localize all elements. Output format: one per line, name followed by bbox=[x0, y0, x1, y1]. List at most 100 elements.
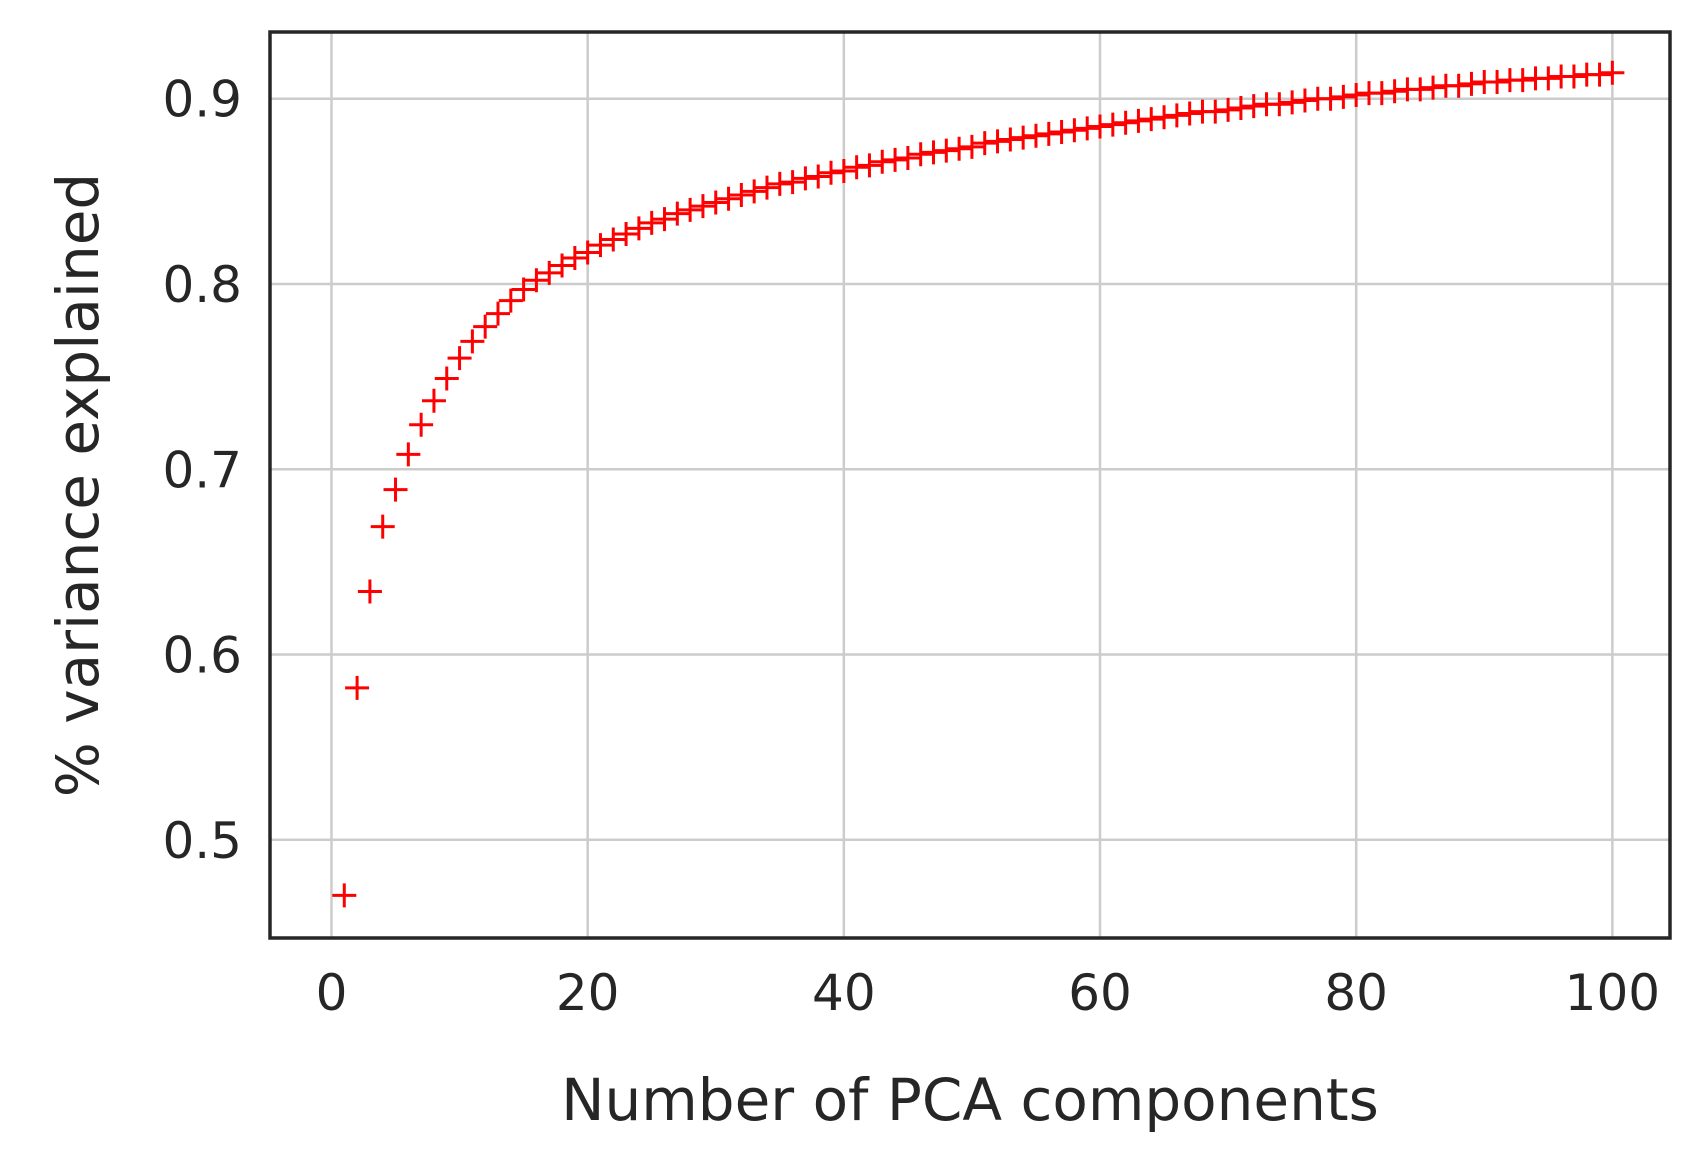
y-tick-label: 0.5 bbox=[162, 812, 242, 870]
x-tick-label: 100 bbox=[1565, 964, 1660, 1022]
data-point bbox=[985, 129, 1010, 154]
data-point bbox=[345, 675, 370, 700]
data-point bbox=[652, 207, 677, 232]
data-point bbox=[716, 186, 741, 211]
data-point bbox=[1152, 105, 1177, 130]
x-tick-label: 60 bbox=[1068, 964, 1132, 1022]
data-point bbox=[1177, 101, 1202, 126]
data-point bbox=[729, 183, 754, 208]
data-point bbox=[1369, 81, 1394, 106]
data-point bbox=[1331, 84, 1356, 109]
data-point bbox=[485, 301, 510, 326]
data-point bbox=[1587, 62, 1612, 87]
data-point bbox=[1318, 86, 1343, 111]
data-point bbox=[601, 227, 626, 252]
data-point bbox=[1382, 79, 1407, 104]
data-point bbox=[383, 477, 408, 502]
data-point bbox=[575, 240, 600, 265]
data-point bbox=[1510, 68, 1535, 93]
data-point bbox=[742, 179, 767, 204]
data-point bbox=[972, 131, 997, 156]
data-point bbox=[473, 314, 498, 339]
data-point bbox=[1485, 70, 1510, 95]
data-point bbox=[421, 388, 446, 413]
y-axis-label: % variance explained bbox=[44, 173, 112, 798]
data-point bbox=[1036, 121, 1061, 146]
data-point bbox=[998, 127, 1023, 152]
data-point bbox=[895, 145, 920, 170]
data-point bbox=[447, 346, 472, 371]
data-point bbox=[511, 277, 536, 302]
data-point bbox=[1023, 123, 1048, 148]
plot-frame bbox=[268, 30, 1672, 940]
data-point bbox=[844, 155, 869, 180]
data-point bbox=[588, 233, 613, 258]
data-point bbox=[1126, 108, 1151, 133]
data-point bbox=[1421, 75, 1446, 100]
data-markers bbox=[332, 60, 1625, 908]
data-point bbox=[754, 175, 779, 200]
x-tick-label: 80 bbox=[1324, 964, 1388, 1022]
data-point bbox=[1049, 120, 1074, 145]
data-point bbox=[1088, 114, 1113, 139]
data-point bbox=[1292, 88, 1317, 113]
y-tick-label: 0.8 bbox=[162, 256, 242, 314]
x-tick-label: 0 bbox=[316, 964, 348, 1022]
data-point bbox=[1561, 64, 1586, 89]
data-point bbox=[831, 158, 856, 183]
data-point bbox=[614, 221, 639, 246]
y-tick-label: 0.7 bbox=[162, 441, 242, 499]
data-point bbox=[357, 579, 382, 604]
data-point bbox=[870, 149, 895, 174]
data-point bbox=[908, 142, 933, 167]
data-point bbox=[626, 216, 651, 241]
x-tick-label: 20 bbox=[556, 964, 620, 1022]
data-point bbox=[1075, 116, 1100, 141]
data-point bbox=[1100, 112, 1125, 137]
data-point bbox=[370, 514, 395, 539]
data-point bbox=[678, 197, 703, 222]
data-point bbox=[767, 171, 792, 196]
data-point bbox=[921, 140, 946, 165]
y-tick-label: 0.9 bbox=[162, 71, 242, 129]
data-point bbox=[1241, 94, 1266, 119]
data-point bbox=[819, 160, 844, 185]
x-axis-label: Number of PCA components bbox=[561, 1066, 1379, 1134]
data-point bbox=[1228, 95, 1253, 120]
data-point bbox=[1446, 73, 1471, 98]
data-point bbox=[934, 138, 959, 163]
data-point bbox=[1011, 125, 1036, 150]
data-point bbox=[1164, 103, 1189, 128]
data-point bbox=[409, 412, 434, 437]
data-point bbox=[1408, 77, 1433, 102]
x-grid-lines bbox=[330, 32, 1614, 938]
data-point bbox=[537, 260, 562, 285]
data-point bbox=[883, 147, 908, 172]
data-point bbox=[1344, 82, 1369, 107]
x-tick-label: 40 bbox=[812, 964, 876, 1022]
data-point bbox=[1280, 90, 1305, 115]
data-point bbox=[1267, 92, 1292, 117]
data-point bbox=[562, 246, 587, 271]
data-point bbox=[524, 268, 549, 293]
data-point bbox=[1536, 66, 1561, 91]
data-point bbox=[780, 170, 805, 195]
data-point bbox=[665, 201, 690, 226]
data-point bbox=[806, 164, 831, 189]
x-tick-labels: 0 20 40 60 80 100 bbox=[316, 964, 1661, 1022]
data-point bbox=[1600, 60, 1625, 85]
y-tick-labels: 0.5 0.6 0.7 0.8 0.9 bbox=[162, 71, 242, 870]
y-grid-lines bbox=[270, 97, 1670, 842]
data-point bbox=[498, 288, 523, 313]
data-point bbox=[690, 194, 715, 219]
data-point bbox=[857, 153, 882, 178]
data-point bbox=[1062, 118, 1087, 143]
data-point bbox=[396, 442, 421, 467]
data-point bbox=[332, 883, 357, 908]
data-point bbox=[434, 366, 459, 391]
data-point bbox=[1216, 97, 1241, 122]
data-point bbox=[947, 136, 972, 161]
data-point bbox=[703, 190, 728, 215]
data-point bbox=[460, 329, 485, 354]
